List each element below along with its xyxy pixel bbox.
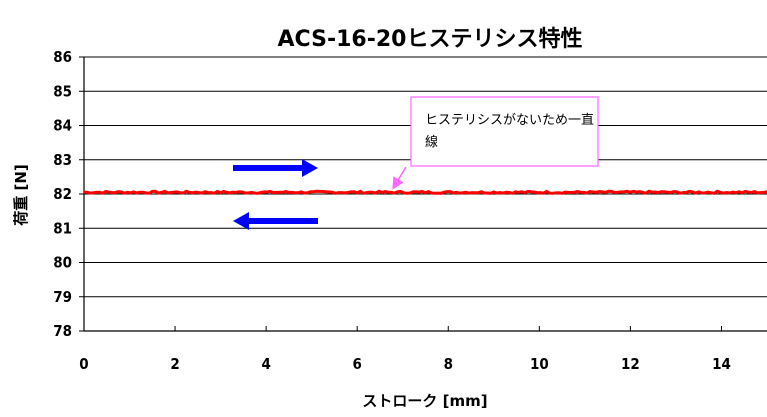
x-tick-label: 8 [444, 355, 453, 373]
x-tick-label: 6 [353, 355, 362, 373]
y-tick-label: 84 [53, 117, 72, 135]
series-line [83, 189, 767, 195]
direction-arrows [233, 159, 318, 230]
chart-title: ACS-16-20ヒステリシス特性 [278, 26, 583, 52]
gridlines [84, 56, 767, 298]
annotation-text-line1: ヒステリシスがないため一直 [425, 113, 594, 128]
annotation-callout: ヒステリシスがないため一直 線 [392, 96, 599, 190]
y-tick-label: 86 [53, 48, 72, 66]
y-tick-label: 78 [53, 322, 72, 340]
y-tick-label: 81 [53, 219, 72, 237]
y-tick-label: 83 [53, 151, 72, 169]
y-tick-label: 82 [53, 185, 72, 203]
x-tick-label: 2 [170, 355, 179, 373]
y-tick-label: 80 [53, 254, 72, 272]
y-tick-labels: 78 79 80 81 82 83 84 85 86 [53, 48, 72, 340]
y-tick-label: 85 [53, 82, 72, 100]
x-tick-label: 0 [79, 355, 88, 373]
x-tick-label: 12 [621, 355, 640, 373]
x-tick-label: 4 [261, 355, 270, 373]
direction-arrow-left [233, 212, 318, 230]
annotation-arrow [392, 166, 407, 190]
annotation-text-line2: 線 [425, 134, 438, 150]
x-axis-label: ストローク [mm] [362, 392, 487, 410]
x-tick-label: 14 [712, 355, 731, 373]
y-tick-label: 79 [53, 288, 72, 306]
y-axis-label: 荷重 [N] [12, 164, 30, 226]
x-tick-labels: 0 2 4 6 8 10 12 14 [79, 355, 731, 373]
direction-arrow-right [233, 159, 318, 177]
x-tick-label: 10 [530, 355, 549, 373]
